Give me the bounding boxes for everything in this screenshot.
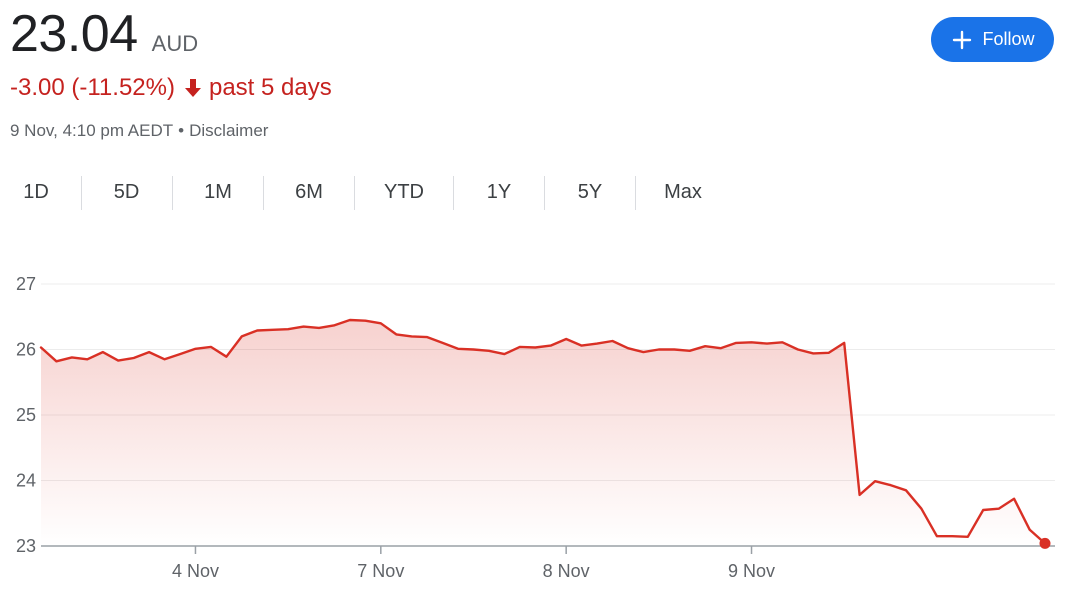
tab-ytd[interactable]: YTD [355, 172, 453, 216]
y-tick-label: 23 [16, 536, 36, 556]
tab-5d[interactable]: 5D [100, 172, 153, 216]
meta-separator: • [178, 121, 185, 140]
disclaimer-link[interactable]: Disclaimer [189, 121, 269, 140]
tab-label: Max [664, 181, 702, 203]
last-price-point [1039, 537, 1051, 549]
tab-label: 1M [204, 181, 232, 203]
x-tick-label: 4 Nov [172, 561, 219, 581]
tab-1y[interactable]: 1Y [454, 172, 544, 216]
follow-button[interactable]: Follow [931, 17, 1054, 62]
price-chart[interactable]: 23 24 25 26 27 4 Nov 7 Nov 8 Nov 9 Nov [0, 250, 1072, 608]
price-area [41, 320, 1045, 546]
quote-meta: 9 Nov, 4:10 pm AEDT • Disclaimer [10, 121, 268, 141]
tab-label: 1Y [486, 181, 512, 203]
y-tick-label: 25 [16, 405, 36, 425]
timestamp: 9 Nov, 4:10 pm AEDT [10, 121, 174, 140]
price-header: 23.04 AUD [10, 2, 198, 66]
tab-divider [172, 176, 173, 210]
tab-1m[interactable]: 1M [173, 172, 263, 216]
tab-divider [544, 176, 545, 210]
tab-1d[interactable]: 1D [0, 172, 72, 216]
tab-label: 6M [295, 181, 323, 203]
tab-divider [263, 176, 264, 210]
tab-divider [354, 176, 355, 210]
y-tick-label: 26 [16, 340, 36, 360]
tab-divider [453, 176, 454, 210]
tab-label: YTD [384, 181, 424, 203]
y-tick-label: 24 [16, 471, 36, 491]
range-tabs: 1D 5D 1M 6M YTD 1Y 5Y Max [0, 172, 730, 216]
plus-icon [952, 30, 972, 50]
follow-label: Follow [982, 29, 1035, 49]
currency-label: AUD [151, 31, 199, 56]
tab-divider [635, 176, 636, 210]
change-period: past 5 days [208, 74, 332, 101]
y-tick-label: 27 [16, 274, 36, 294]
x-tick-label: 7 Nov [357, 561, 404, 581]
arrow-down-icon [183, 77, 203, 99]
x-tick-label: 8 Nov [543, 561, 590, 581]
tab-label: 1D [23, 181, 49, 203]
tab-5y[interactable]: 5Y [545, 172, 635, 216]
tab-divider [81, 176, 82, 210]
tab-6m[interactable]: 6M [264, 172, 354, 216]
current-price: 23.04 [10, 5, 138, 63]
tab-label: 5D [113, 181, 140, 203]
price-change: -3.00 (-11.52%) past 5 days [10, 74, 332, 102]
price-line [39, 318, 1047, 545]
x-tick-label: 9 Nov [728, 561, 775, 581]
tab-label: 5Y [577, 181, 603, 203]
change-value: -3.00 (-11.52%) [10, 74, 175, 101]
tab-max[interactable]: Max [636, 172, 730, 216]
